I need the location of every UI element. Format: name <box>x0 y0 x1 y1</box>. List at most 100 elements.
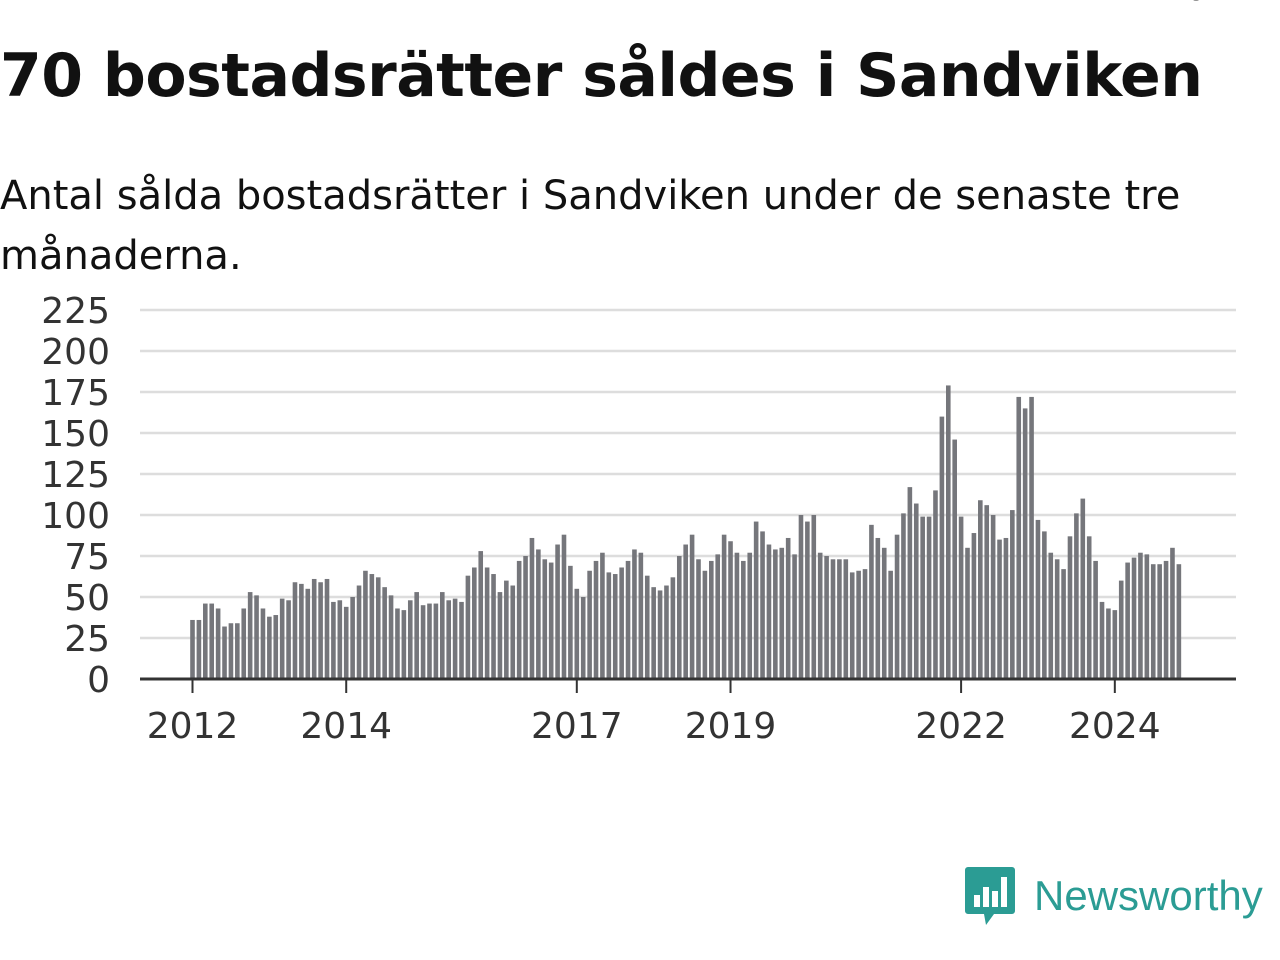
bar <box>472 567 477 679</box>
bar <box>484 567 490 679</box>
bar <box>523 556 528 679</box>
bar <box>1086 536 1092 679</box>
bar <box>721 534 727 679</box>
y-tick-label: 50 <box>64 578 110 619</box>
bar <box>452 598 458 679</box>
bar <box>478 551 484 679</box>
bar <box>382 587 387 679</box>
bar <box>228 623 234 679</box>
y-tick-label: 225 <box>41 291 110 332</box>
bar <box>715 554 721 679</box>
y-tick-label: 125 <box>41 455 110 496</box>
bar <box>785 537 791 679</box>
bar <box>945 385 951 679</box>
chart-title: 70 bostadsrätter såldes i Sandviken <box>0 41 1203 111</box>
bar <box>504 580 509 679</box>
bar <box>709 560 714 679</box>
bar <box>1010 510 1015 679</box>
bar <box>683 544 688 679</box>
bar <box>401 610 407 679</box>
bar <box>561 534 567 679</box>
bar <box>299 583 304 679</box>
bar <box>875 537 881 679</box>
bar <box>978 500 983 679</box>
bar <box>625 560 631 679</box>
bar <box>388 595 394 679</box>
y-tick-label: 0 <box>87 660 110 701</box>
bar <box>619 567 624 679</box>
bar <box>1016 396 1022 679</box>
bar <box>728 541 733 679</box>
bar <box>600 552 605 679</box>
bar <box>632 549 637 679</box>
bar <box>753 521 759 679</box>
bar <box>593 560 599 679</box>
bar <box>1125 562 1130 679</box>
bar <box>254 595 259 679</box>
newsworthy-logo-icon <box>965 867 1015 925</box>
bar <box>644 575 650 679</box>
bar <box>446 600 451 679</box>
bar <box>1112 610 1118 679</box>
bar <box>465 575 471 679</box>
bar <box>209 603 215 679</box>
bar <box>337 600 343 679</box>
bar <box>568 565 573 679</box>
bar <box>222 626 227 679</box>
bar <box>510 585 516 679</box>
bar <box>1176 564 1182 679</box>
bar <box>651 587 656 679</box>
bar <box>190 619 195 679</box>
bar <box>798 515 804 679</box>
y-tick-label: 75 <box>64 537 110 578</box>
bar <box>439 592 445 679</box>
bar <box>1035 519 1041 679</box>
bar <box>670 577 676 679</box>
brand-name: Newsworthy <box>1034 872 1263 919</box>
bar <box>241 608 247 679</box>
bar <box>1138 552 1143 679</box>
y-tick-label: 175 <box>41 373 110 414</box>
bar <box>696 559 701 679</box>
bar <box>760 531 765 679</box>
bar <box>433 603 439 679</box>
bar <box>267 616 272 679</box>
bar <box>901 513 906 679</box>
bar <box>766 544 772 679</box>
x-tick-label: 2014 <box>300 706 392 747</box>
x-tick-label: 2012 <box>147 706 239 747</box>
x-tick-label: 2017 <box>531 706 623 747</box>
bar <box>933 490 938 679</box>
bar <box>1170 547 1175 679</box>
bar <box>664 585 669 679</box>
bar <box>805 521 810 679</box>
bar <box>1042 531 1047 679</box>
bar <box>824 556 829 679</box>
bar <box>676 556 682 679</box>
bar <box>952 439 957 679</box>
bar <box>536 549 541 679</box>
bar <box>907 487 913 679</box>
bar <box>1067 536 1073 679</box>
bar <box>1054 559 1060 679</box>
bar <box>350 597 355 679</box>
x-tick-label: 2022 <box>915 706 1007 747</box>
bar <box>311 578 317 679</box>
bar <box>830 559 836 679</box>
bar <box>247 592 253 679</box>
bar <box>587 570 592 679</box>
bar <box>657 590 663 679</box>
bar <box>580 597 586 679</box>
bar <box>516 560 522 679</box>
bar <box>497 592 503 679</box>
bar <box>1029 396 1034 679</box>
bar <box>407 600 413 679</box>
y-tick-label: 200 <box>41 332 110 373</box>
y-tick-label: 25 <box>64 619 110 660</box>
bar <box>939 416 945 679</box>
bar <box>862 569 868 679</box>
bar <box>811 515 817 679</box>
bar <box>1003 537 1009 679</box>
bar <box>1150 564 1156 679</box>
